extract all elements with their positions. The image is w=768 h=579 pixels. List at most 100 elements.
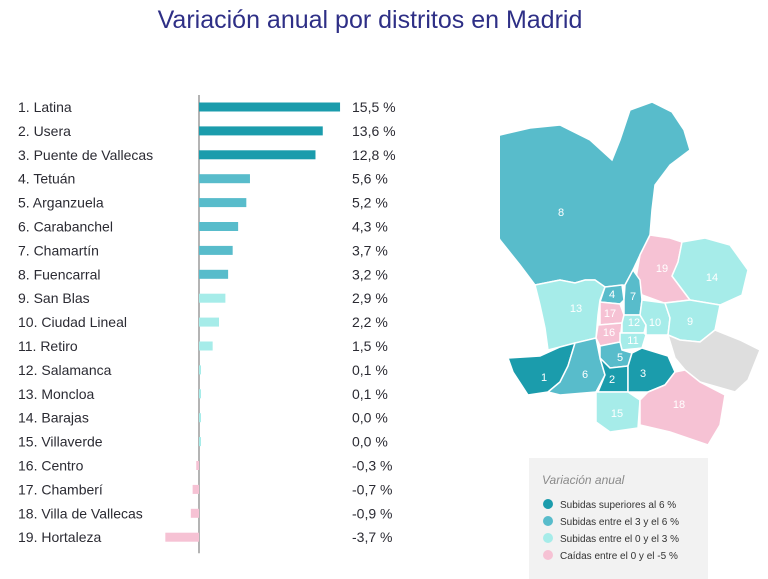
value-label: 0,0 % xyxy=(352,410,388,426)
map-label-3: 3 xyxy=(640,368,646,380)
legend-item-mid: Subidas entre el 3 y el 6 % xyxy=(543,516,679,528)
category-label: 15. Villaverde xyxy=(18,434,103,450)
category-label: 5. Arganzuela xyxy=(18,195,104,211)
map-label-17: 17 xyxy=(604,308,616,320)
legend-swatch-low xyxy=(543,533,553,543)
legend-title: Variación anual xyxy=(542,473,625,487)
chart-title: Variación anual por distritos en Madrid xyxy=(157,6,583,34)
bar xyxy=(190,508,199,518)
bar xyxy=(199,293,226,303)
map-label-12: 12 xyxy=(628,317,640,329)
district-15 xyxy=(595,391,641,433)
bar xyxy=(199,413,201,423)
district-4 xyxy=(598,284,625,305)
bar xyxy=(199,437,201,447)
value-label: 13,6 % xyxy=(352,123,396,139)
value-label: -3,7 % xyxy=(352,529,392,545)
map-label-13: 13 xyxy=(570,303,582,315)
bar xyxy=(199,389,201,399)
category-label: 2. Usera xyxy=(18,123,71,139)
category-label: 1. Latina xyxy=(18,99,72,115)
map-label-14: 14 xyxy=(706,272,718,284)
value-label: 5,2 % xyxy=(352,195,388,211)
category-label: 10. Ciudad Lineal xyxy=(18,314,127,330)
legend-swatch-negative xyxy=(543,550,553,560)
map-label-10: 10 xyxy=(649,317,661,329)
value-label: 0,0 % xyxy=(352,434,388,450)
category-label: 13. Moncloa xyxy=(18,386,94,402)
category-label: 11. Retiro xyxy=(18,338,78,354)
category-label: 16. Centro xyxy=(18,458,84,474)
map-label-11: 11 xyxy=(627,335,638,347)
value-label: 12,8 % xyxy=(352,147,396,163)
map-label-18: 18 xyxy=(673,399,685,411)
category-label: 4. Tetuán xyxy=(18,171,75,187)
legend-swatch-mid xyxy=(543,516,553,526)
bar xyxy=(199,245,233,255)
map-label-16: 16 xyxy=(603,327,615,339)
bar xyxy=(199,317,220,327)
category-label: 12. Salamanca xyxy=(18,362,112,378)
district-18 xyxy=(639,369,726,446)
category-label: 9. San Blas xyxy=(18,290,90,306)
value-label: 3,7 % xyxy=(352,242,388,258)
value-label: -0,9 % xyxy=(352,505,392,521)
bar xyxy=(199,198,247,208)
district-6 xyxy=(546,337,606,396)
map-label-15: 15 xyxy=(611,408,623,420)
map-label-1: 1 xyxy=(541,372,547,384)
bar xyxy=(192,484,199,494)
category-label: 19. Hortaleza xyxy=(18,529,101,545)
value-label: 5,6 % xyxy=(352,171,388,187)
bar xyxy=(199,341,213,351)
value-label: 3,2 % xyxy=(352,266,388,282)
map-label-4: 4 xyxy=(609,289,615,301)
map-label-6: 6 xyxy=(582,369,588,381)
legend-label-high: Subidas superiores al 6 % xyxy=(560,500,677,511)
bar xyxy=(199,365,201,375)
value-label: 1,5 % xyxy=(352,338,388,354)
bar xyxy=(199,174,250,184)
map-label-19: 19 xyxy=(656,263,668,275)
map-label-7: 7 xyxy=(630,291,636,303)
category-label: 6. Carabanchel xyxy=(18,219,113,235)
bar xyxy=(196,461,199,470)
map-label-8: 8 xyxy=(558,207,564,219)
legend-swatch-high xyxy=(543,499,553,509)
category-label: 17. Chamberí xyxy=(18,481,103,497)
category-label: 3. Puente de Vallecas xyxy=(18,147,153,163)
value-label: -0,3 % xyxy=(352,458,392,474)
district-13 xyxy=(534,279,606,351)
legend-item-low: Subidas entre el 0 y el 3 % xyxy=(543,533,679,545)
value-label: 2,2 % xyxy=(352,314,388,330)
legend: Variación anual Subidas superiores al 6 … xyxy=(529,458,708,579)
value-label: 2,9 % xyxy=(352,290,388,306)
legend-item-negative: Caídas entre el 0 y el -5 % xyxy=(543,550,678,562)
map-label-9: 9 xyxy=(687,316,693,328)
map-label-5: 5 xyxy=(617,352,623,364)
legend-label-negative: Caídas entre el 0 y el -5 % xyxy=(560,551,678,562)
legend-label-mid: Subidas entre el 3 y el 6 % xyxy=(560,517,679,528)
legend-label-low: Subidas entre el 0 y el 3 % xyxy=(560,534,679,545)
map-label-2: 2 xyxy=(609,374,615,386)
value-label: 0,1 % xyxy=(352,362,388,378)
legend-item-high: Subidas superiores al 6 % xyxy=(543,499,676,511)
bar xyxy=(199,150,316,160)
bar xyxy=(199,102,341,112)
value-label: -0,7 % xyxy=(352,481,392,497)
district-grey-east xyxy=(666,329,761,393)
district-14 xyxy=(671,237,749,306)
value-label: 4,3 % xyxy=(352,219,388,235)
district-map: 1 2 3 4 5 6 7 8 9 10 11 12 13 14 15 16 1… xyxy=(500,101,761,446)
category-label: 18. Villa de Vallecas xyxy=(18,505,143,521)
category-label: 7. Chamartín xyxy=(18,242,99,258)
category-label: 8. Fuencarral xyxy=(18,266,100,282)
bar xyxy=(199,126,323,136)
bar xyxy=(199,269,229,279)
category-label: 14. Barajas xyxy=(18,410,89,426)
value-label: 0,1 % xyxy=(352,386,388,402)
bar xyxy=(199,222,239,231)
value-label: 15,5 % xyxy=(352,99,396,115)
bar-chart: 1. Latina 15,5 % 2. Usera 13,6 % 3. Puente d… xyxy=(18,95,396,554)
bar xyxy=(165,532,199,542)
